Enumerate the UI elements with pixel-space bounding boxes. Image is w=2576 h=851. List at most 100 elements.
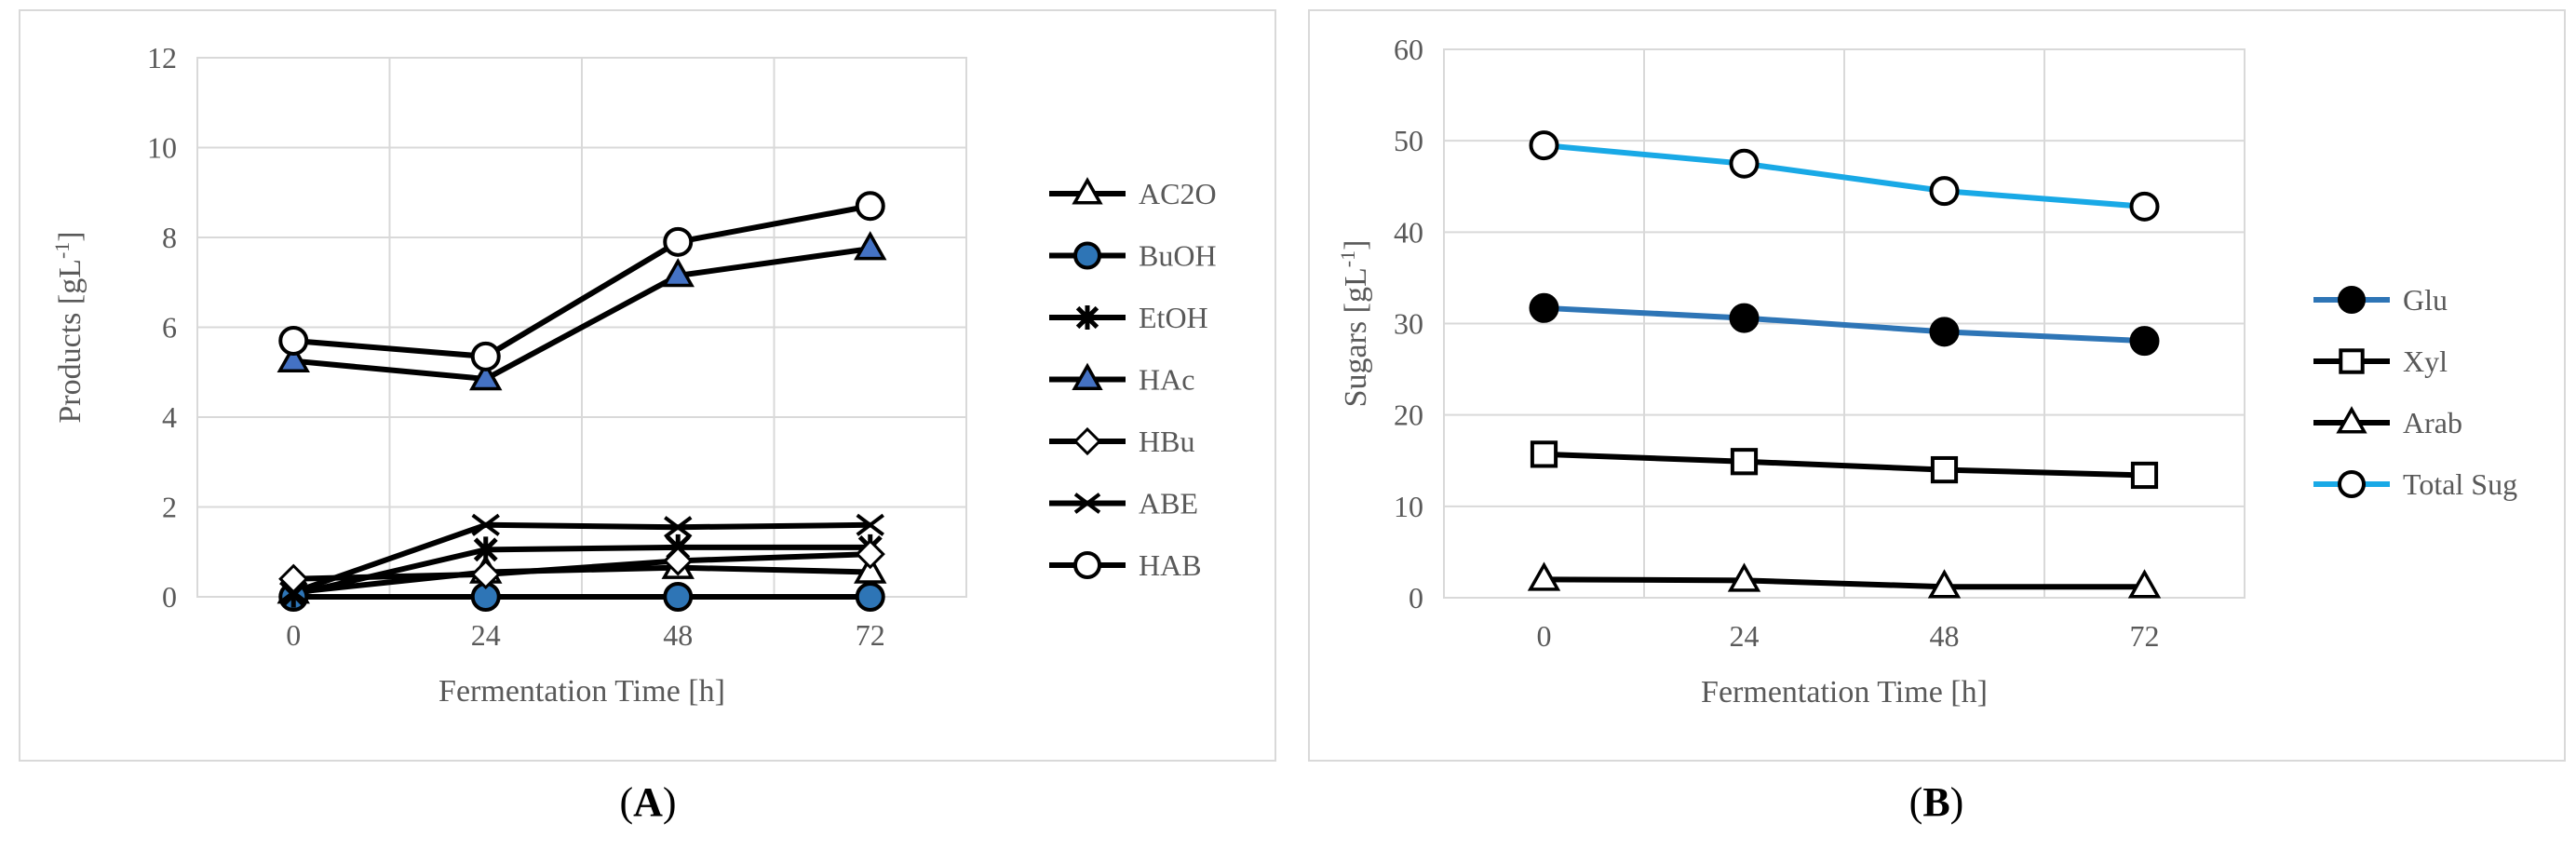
- legend-label-ac2o: AC2O: [1139, 177, 1217, 210]
- data-point-abe: [471, 513, 500, 536]
- legend-label-glu: Glu: [2403, 283, 2448, 317]
- legend-item-etoh: EtOH: [1049, 301, 1208, 334]
- legend-item-buoh: BuOH: [1049, 239, 1217, 273]
- legend-item-glu: Glu: [2313, 283, 2448, 317]
- data-point-xyl: [2130, 461, 2159, 490]
- legend-label-hab: HAB: [1139, 548, 1202, 582]
- data-point-glu: [2129, 326, 2160, 357]
- y-tick-label-a: 2: [162, 491, 177, 524]
- y-tick-label-b: 60: [1394, 33, 1423, 66]
- series-line-abe: [292, 521, 870, 596]
- data-point-hac: [276, 343, 310, 372]
- legend-item-hab: HAB: [1049, 548, 1202, 582]
- y-axis-title-main: Sugars [gL: [1339, 267, 1373, 407]
- y-tick-label-a: 0: [162, 580, 177, 614]
- series-markers-hab: [278, 191, 885, 371]
- x-tick-label-b: 24: [1730, 619, 1760, 653]
- series-line-arab: [1544, 576, 2145, 590]
- legend-marker-arab: [2336, 406, 2367, 434]
- series-line-glu: [1544, 304, 2145, 344]
- y-tick-label-b: 40: [1394, 215, 1423, 249]
- y-tick-label-a: 6: [162, 311, 177, 344]
- y-axis-title-superscript: -1: [50, 242, 74, 259]
- y-tick-label-b: 10: [1394, 490, 1423, 523]
- legend-marker-total-sug: [2338, 470, 2366, 498]
- x-tick-label-a: 72: [856, 618, 885, 652]
- data-point-hab: [470, 341, 501, 371]
- data-point-total-sug: [1529, 130, 1559, 161]
- legend-label-buoh: BuOH: [1139, 239, 1217, 273]
- chart-panel-a: 0 2 4 6 8 10 12 0 24 48 72 Fermentation Time [h] Pro…: [19, 9, 1276, 762]
- data-point-hac: [469, 361, 503, 391]
- y-tick-label-a: 8: [162, 221, 177, 254]
- x-tick-label-b: 72: [2130, 619, 2160, 653]
- data-point-xyl: [1730, 448, 1759, 476]
- x-tick-label-a: 24: [471, 618, 501, 652]
- data-point-hbu: [855, 539, 885, 570]
- data-point-hbu: [470, 559, 501, 589]
- data-point-total-sug: [1729, 148, 1760, 179]
- legend-label-abe: ABE: [1139, 487, 1198, 520]
- legend-marker-buoh: [1073, 241, 1101, 270]
- series-markers-arab: [1527, 561, 2162, 599]
- data-point-abe: [664, 516, 693, 539]
- data-point-arab: [1527, 561, 1561, 591]
- data-point-hbu: [663, 546, 694, 576]
- data-point-abe: [279, 581, 308, 604]
- y-axis-title-a: Products [gL-1]: [50, 231, 88, 423]
- x-tick-label-a: 0: [286, 618, 301, 652]
- y-tick-label-a: 4: [162, 400, 177, 434]
- legend-label-hac: HAc: [1139, 363, 1194, 397]
- data-point-etoh: [473, 536, 498, 563]
- data-point-arab: [2127, 569, 2162, 599]
- series-line-xyl: [1544, 451, 2145, 479]
- data-point-total-sug: [2129, 191, 2160, 222]
- legend-marker-abe: [1073, 493, 1101, 514]
- y-tick-label-b: 20: [1394, 398, 1423, 432]
- y-tick-label-a: 12: [147, 41, 177, 74]
- legend-label-etoh: EtOH: [1139, 301, 1208, 334]
- data-point-xyl: [1530, 440, 1558, 468]
- y-axis-title-superscript: -1: [1336, 250, 1359, 267]
- x-axis-title-a: Fermentation Time [h]: [438, 674, 725, 709]
- legend-label-hbu: HBu: [1139, 425, 1194, 458]
- y-tick-label-b: 0: [1409, 581, 1423, 615]
- data-point-hac: [854, 231, 887, 261]
- series-markers-abe: [279, 513, 884, 604]
- data-point-glu: [1729, 303, 1760, 333]
- y-axis-title-b: Sugars [gL-1]: [1336, 240, 1373, 408]
- series-line-hab: [293, 203, 871, 359]
- caption-a: (A): [619, 779, 677, 825]
- data-point-arab: [1727, 562, 1761, 592]
- x-tick-label-b: 48: [1930, 619, 1960, 653]
- series-markers-hac: [276, 231, 887, 391]
- y-tick-label-b: 30: [1394, 307, 1423, 341]
- legend-label-arab: Arab: [2403, 406, 2462, 439]
- chart-b-svg: 0 10 20 30 40 50 60 0 24 48 72 Fermentation Time [h…: [1336, 33, 2517, 709]
- legend-marker-hac: [1072, 362, 1103, 390]
- y-axis-title-main: Products [gL: [53, 259, 88, 424]
- y-tick-label-a: 10: [147, 131, 177, 165]
- caption-b: (B): [1908, 779, 1964, 825]
- legend-marker-hbu: [1072, 426, 1102, 456]
- data-point-buoh: [855, 582, 885, 612]
- series-line-hac: [292, 246, 871, 382]
- data-point-glu: [1929, 317, 1960, 347]
- series-markers-total-sug: [1529, 130, 2160, 222]
- legend-marker-hab: [1073, 551, 1101, 579]
- data-point-hab: [855, 191, 885, 222]
- data-point-buoh: [663, 582, 694, 612]
- series-markers-glu: [1529, 292, 2160, 357]
- data-point-ac2o: [854, 554, 887, 584]
- series-line-hbu: [293, 551, 870, 582]
- y-tick-label-b: 50: [1394, 124, 1423, 157]
- x-tick-label-b: 0: [1537, 619, 1552, 653]
- legend-item-hbu: HBu: [1049, 425, 1194, 458]
- y-axis-title-close: ]: [53, 231, 88, 241]
- legend-item-ac2o: AC2O: [1049, 177, 1217, 210]
- series-line-etoh: [292, 544, 870, 598]
- legend-marker-xyl: [2339, 348, 2365, 374]
- legend-item-hac: HAc: [1049, 363, 1194, 397]
- data-point-glu: [1529, 292, 1559, 323]
- legend-item-abe: ABE: [1049, 487, 1198, 520]
